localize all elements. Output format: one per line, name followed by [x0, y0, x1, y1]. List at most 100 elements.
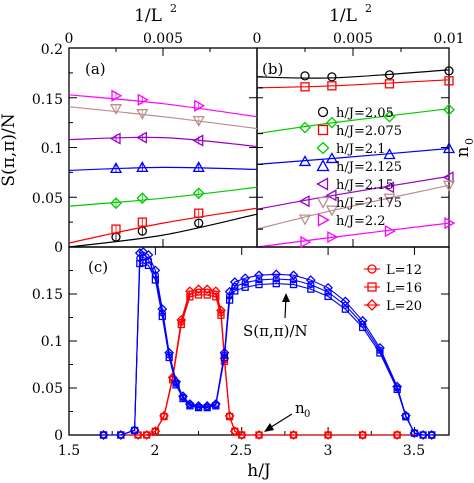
annotation-structure-factor-arrowhead: [282, 293, 290, 302]
y-tick-c-1: 0.05: [32, 381, 63, 397]
panel-label-c: (c): [88, 258, 108, 276]
legend-c-marker-2: [366, 299, 378, 311]
panel-c-n0-point-1-10: [203, 291, 211, 299]
panel-b-point-0-1: [327, 72, 337, 82]
top-tick-b-1: 0.005: [333, 31, 373, 47]
panel-a-point-5-0: [109, 104, 123, 116]
panel-b-point-5-2: [383, 193, 396, 205]
panel-a-fit-5: [68, 106, 258, 130]
panel-c-sf-point-1-5: [144, 261, 153, 270]
panel-c-sf-point-2-20: [271, 269, 282, 280]
legend-b-marker-6: [317, 213, 330, 227]
y-tick-a-1: 0.05: [32, 191, 63, 207]
panel-a-point-2-2: [192, 187, 205, 200]
panel-a-point-4-2: [192, 134, 204, 147]
panel-b-fit-6: [256, 222, 450, 248]
panel-a-point-3-0: [109, 162, 123, 174]
legend-b-item-1: h/J=2.075: [336, 124, 402, 139]
panel-c-sf-point-2-31: [426, 430, 437, 440]
top-tick-b-2: 0.01: [433, 31, 464, 47]
panel-c-n0-point-2-10: [202, 284, 213, 295]
panel-b-point-3-1: [325, 152, 338, 164]
panel-a-point-1-0: [111, 224, 121, 234]
panel-c-sf-point-0-22: [307, 280, 315, 289]
panel-b-point-6-1: [327, 230, 339, 244]
panel-c-sf-point-1-26: [376, 349, 384, 357]
panel-a-fit-0: [68, 213, 258, 248]
panel-c-sf-point-1-19: [255, 280, 263, 289]
panel-b-point-2-1: [325, 116, 338, 129]
panel-c-sf-point-2-0: [98, 430, 109, 440]
panel-c-sf-point-2-4: [138, 247, 149, 257]
panel-c-sf-point-1-17: [231, 287, 239, 295]
panel-c-sf-point-2-26: [374, 342, 385, 353]
panel-c-sf-point-1-18: [241, 283, 249, 291]
panel-c-n0-point-2-20: [357, 430, 368, 440]
panel-c-sf-point-2-9: [171, 376, 182, 387]
panel-a-point-0-2: [194, 218, 204, 228]
y-tick-a-0: 0: [54, 240, 63, 256]
panel-c-sf-point-0-21: [289, 276, 298, 284]
panel-c-sf-point-2-29: [409, 428, 420, 438]
panel-b-point-0-0: [300, 71, 310, 81]
panel-b-fit-1: [256, 79, 450, 89]
panel-a-point-1-2: [194, 208, 204, 218]
legend-b-item-6: h/J=2.2: [336, 214, 386, 229]
panel-c-sf-point-2-19: [254, 270, 264, 281]
panel-b-point-4-3: [442, 171, 454, 184]
panel-c-n0-point-2-9: [193, 284, 204, 295]
panel-a-point-4-1: [135, 131, 147, 144]
legend-c-item-1: L=16: [386, 281, 422, 296]
panel-c-sf-point-0-18: [241, 279, 249, 287]
panel-b-point-5-3: [442, 180, 456, 192]
panel-c-sf-point-2-25: [357, 315, 368, 326]
panel-b-point-2-3: [443, 103, 455, 116]
panel-a-point-3-1: [136, 161, 149, 173]
panel-a-fit-1: [68, 207, 258, 244]
panel-c-sf-point-2-27: [392, 381, 403, 392]
panel-c-sf-point-1-20: [272, 279, 280, 288]
panel-c-n0-point-2-7: [176, 315, 187, 325]
panel-c-sf-point-2-28: [400, 410, 411, 421]
panel-c-sf-point-2-13: [202, 401, 213, 411]
panel-c-n0-line-0: [103, 291, 432, 436]
panel-c-n0-point-2-15: [229, 426, 240, 437]
panel-c-sf-point-0-19: [255, 276, 263, 284]
panel-c-n0-point-2-19: [323, 430, 334, 440]
panel-b-point-2-0: [299, 121, 311, 134]
legend-b-marker-1: [317, 124, 329, 136]
panel-b-point-1-2: [384, 79, 395, 89]
top-xlabel-a: 1/L: [134, 6, 162, 26]
panel-b-fit-4: [256, 175, 450, 210]
panel-a-point-3-2: [192, 161, 205, 173]
panel-c-sf-point-2-23: [323, 282, 334, 293]
panel-c-n0-point-1-11: [212, 293, 220, 301]
panel-b-plot: [256, 66, 456, 249]
panel-c-n0-point-2-4: [150, 426, 161, 437]
panel-c-sf-point-2-14: [210, 399, 221, 409]
panel-c-sf-point-2-16: [224, 286, 235, 297]
legend-b-marker-4: [316, 177, 329, 191]
panel-c-sf-point-2-5: [143, 249, 154, 260]
top-tick-a-1: 0.005: [143, 31, 183, 47]
panel-c-n0-point-2-21: [392, 430, 403, 440]
panel-a-point-6-2: [194, 99, 206, 112]
panel-c-n0-point-2-8: [184, 286, 195, 297]
legend-b: [316, 106, 330, 227]
top-tick-b-0: 0: [253, 31, 262, 47]
panel-c-n0-point-2-12: [216, 305, 226, 316]
panel-c-sf-point-2-30: [418, 430, 429, 440]
panel-c-sf-point-1-6: [151, 276, 160, 284]
legend-c-item-2: L=20: [386, 299, 422, 314]
panel-c-n0-point-2-3: [141, 430, 152, 440]
annotation-condensate: n: [295, 399, 305, 417]
top-xlabel-b: 1/L: [329, 6, 357, 26]
panel-c-sf-point-2-8: [164, 347, 175, 358]
legend-b-item-4: h/J=2.15: [336, 178, 394, 193]
legend-b-item-5: h/J=2.175: [336, 196, 402, 211]
x-tick-c-2: 2.5: [230, 443, 252, 459]
panel-c-sf-point-2-12: [193, 401, 204, 411]
legend-b-marker-2: [316, 141, 330, 155]
panel-a-point-4-0: [109, 132, 121, 145]
panel-c-sf-point-2-15: [219, 347, 230, 358]
